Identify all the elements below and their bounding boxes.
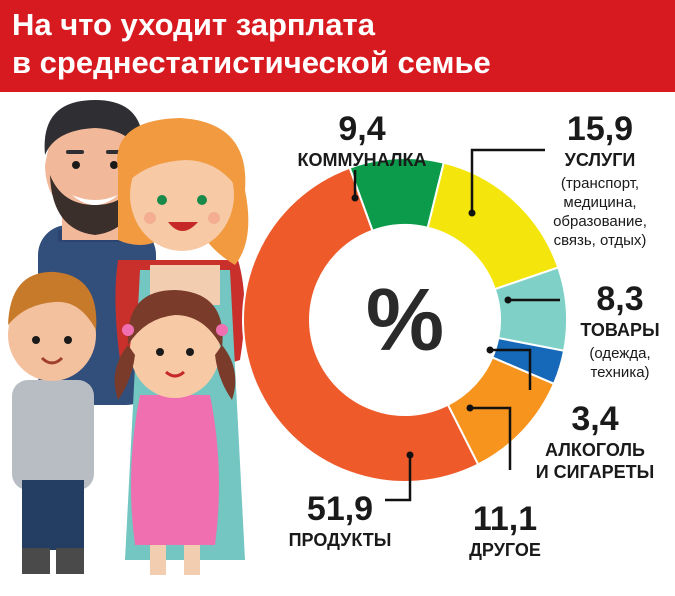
slice-category-label: ТОВАРЫ	[580, 320, 659, 340]
slice-value-label: 8,3	[596, 280, 643, 318]
slice-note-label: образование,	[553, 213, 647, 230]
leader-dot-1	[468, 209, 476, 217]
leader-line-3	[490, 348, 532, 390]
slice-category-label: УСЛУГИ	[565, 150, 636, 170]
slice-value-label: 11,1	[473, 500, 537, 538]
boy-figure	[8, 271, 97, 574]
slice-category-label: И СИГАРЕТЫ	[536, 462, 655, 482]
title-line-2: в среднестатистической семье	[12, 45, 491, 80]
slice-value-label: 3,4	[571, 400, 618, 438]
slice-note-label: связь, отдых)	[554, 232, 647, 249]
slice-value-label: 51,9	[307, 490, 373, 528]
slice-value-label: 9,4	[338, 110, 385, 148]
slice-category-label: ПРОДУКТЫ	[289, 530, 392, 550]
leader-dot-5	[406, 451, 414, 459]
slice-note-label: медицина,	[563, 194, 636, 211]
family-illustration	[8, 100, 249, 575]
slice-note-label: (транспорт,	[561, 175, 639, 192]
leader-lines	[351, 148, 560, 502]
slice-note-label: (одежда,	[589, 345, 650, 362]
leader-dot-3	[486, 346, 494, 354]
slice-category-label: КОММУНАЛКА	[297, 150, 426, 170]
leader-line-4	[470, 406, 512, 470]
title-line-1: На что уходит зарплата	[12, 7, 375, 42]
slice-1	[426, 161, 560, 291]
slice-category-label: АЛКОГОЛЬ	[545, 440, 645, 460]
leader-line-5	[385, 455, 412, 502]
slice-value-label: 15,9	[567, 110, 633, 148]
girl-figure	[114, 290, 236, 575]
leader-dot-0	[351, 194, 359, 202]
leader-line-1	[470, 148, 545, 213]
center-percent-label: %	[366, 270, 444, 369]
slice-category-label: ДРУГОЕ	[469, 540, 541, 560]
leader-dot-2	[504, 296, 512, 304]
header-banner: На что уходит зарплата в среднестатистич…	[0, 0, 675, 92]
slice-5	[242, 166, 480, 483]
donut-slices	[242, 157, 568, 483]
slice-note-label: техника)	[590, 364, 649, 381]
leader-dot-4	[466, 404, 474, 412]
